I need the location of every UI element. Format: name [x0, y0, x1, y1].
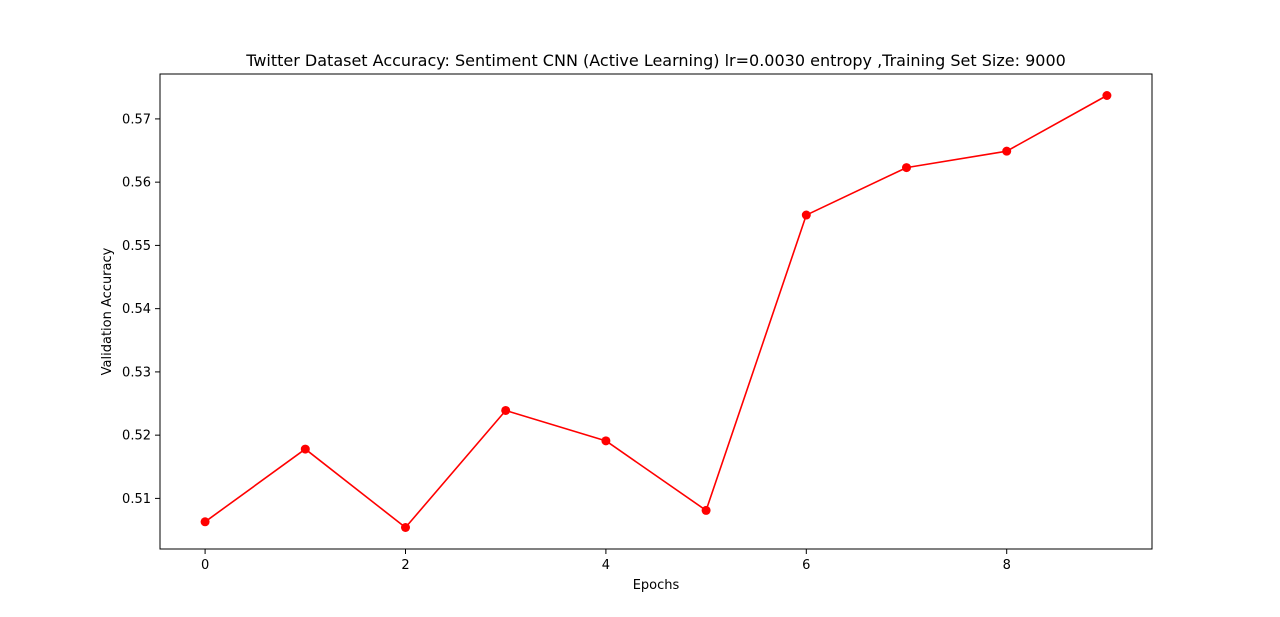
- y-tick-label: 0.51: [122, 492, 151, 507]
- data-point: [601, 436, 611, 446]
- y-axis-label: Validation Accuracy: [100, 247, 115, 375]
- y-tick-label: 0.54: [122, 302, 151, 317]
- data-point: [1002, 146, 1012, 156]
- x-tick-label: 6: [802, 558, 810, 573]
- data-point: [1102, 91, 1112, 101]
- y-tick-label: 0.57: [122, 112, 151, 127]
- data-point: [902, 163, 912, 173]
- data-point: [400, 522, 410, 532]
- series-line: [204, 94, 1108, 529]
- chart-title: Twitter Dataset Accuracy: Sentiment CNN …: [245, 51, 1066, 70]
- plot-area: 0 2 4 6 8 0.51 0.52 0.53 0.54 0.55 0.56 0.57: [122, 73, 1153, 573]
- data-point: [501, 405, 511, 415]
- y-tick-label: 0.53: [122, 365, 151, 380]
- axes-frame: [159, 73, 1153, 550]
- data-point: [300, 444, 310, 454]
- x-tick-label: 0: [201, 558, 209, 573]
- data-point: [801, 210, 811, 220]
- data-point: [200, 517, 210, 527]
- x-tick-label: 8: [1003, 558, 1011, 573]
- x-tick-label: 4: [602, 558, 610, 573]
- data-point: [701, 505, 711, 515]
- x-tick-label: 2: [401, 558, 409, 573]
- y-tick-label: 0.55: [122, 239, 151, 254]
- y-tick-label: 0.52: [122, 429, 151, 444]
- y-tick-label: 0.56: [122, 176, 151, 191]
- x-axis-label: Epochs: [633, 578, 680, 593]
